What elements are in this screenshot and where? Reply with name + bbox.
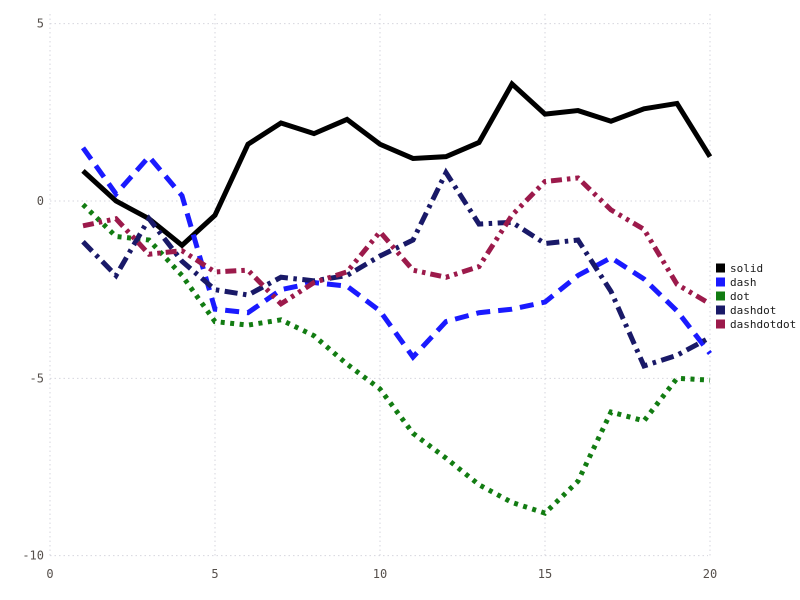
series-line-dot [81,202,711,516]
y-tick-label: -5 [30,371,44,385]
legend-swatch-icon [716,263,725,273]
x-tick-label: 0 [46,567,53,581]
legend-swatch-icon [716,305,725,315]
legend-label: dash [730,276,757,289]
legend-swatch-icon [716,319,725,329]
x-tick-label: 10 [373,567,387,581]
series-line-dashdot [81,167,712,369]
legend-label: dot [730,290,750,303]
legend-swatch-icon [716,291,725,301]
x-tick-label: 15 [538,567,552,581]
x-tick-label: 20 [703,567,717,581]
legend-swatch-icon [716,277,725,287]
y-tick-label: 5 [37,17,44,31]
series-line-solid [81,79,713,249]
legend-label: dashdot [730,304,776,317]
series-line-dash [80,146,712,361]
legend-label: dashdotdot [730,318,796,331]
legend-label: solid [730,262,763,275]
y-tick-label: -10 [22,549,44,563]
x-tick-label: 5 [211,567,218,581]
y-tick-label: 0 [37,194,44,208]
